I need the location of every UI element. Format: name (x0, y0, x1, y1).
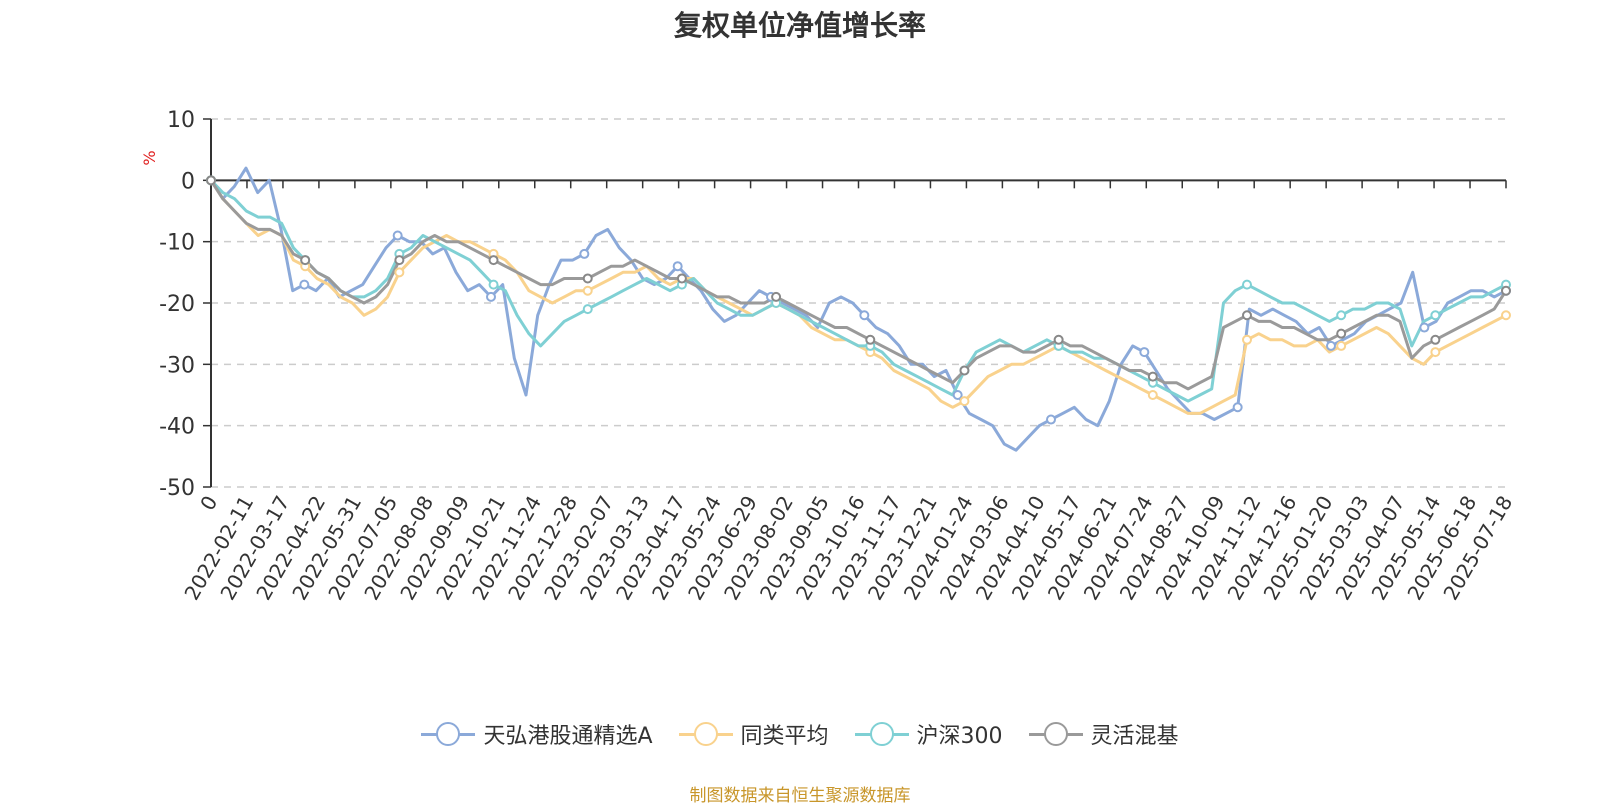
legend-circle (869, 722, 894, 746)
series-marker (394, 255, 405, 266)
legend: 天弘港股通精选A 同类平均 沪深300 灵活混基 (0, 718, 1600, 750)
series-marker (206, 175, 216, 186)
series-marker (1430, 334, 1441, 345)
legend-label: 沪深300 (916, 724, 1003, 749)
series-marker (486, 291, 496, 302)
series-line (209, 179, 1508, 391)
series-marker (959, 365, 970, 376)
gridlines (211, 118, 1506, 488)
series-marker (1139, 347, 1150, 358)
series-marker (582, 273, 593, 284)
legend-marker (678, 722, 733, 746)
series-marker (1430, 347, 1441, 358)
series-marker (771, 291, 782, 302)
series-marker (394, 267, 405, 278)
series-marker (1242, 310, 1252, 321)
series-marker (952, 390, 963, 400)
source-note: 制图数据来自恒生聚源数据库 (689, 786, 911, 806)
y-tick-label: -20 (159, 292, 195, 317)
series-marker (392, 230, 403, 241)
legend-circle (693, 722, 718, 746)
series-marker (1336, 340, 1347, 351)
legend-label: 同类平均 (740, 724, 829, 749)
y-tick-label: -30 (159, 353, 195, 378)
legend-marker (421, 722, 476, 746)
series-marker (1147, 390, 1158, 400)
series-marker (299, 279, 310, 290)
series-marker (300, 255, 311, 266)
x-tick-label: 0 (195, 492, 222, 515)
series-marker (582, 304, 593, 315)
series-marker (582, 285, 593, 296)
legend-item[interactable]: 灵活混基 (1028, 718, 1179, 750)
legend-item[interactable]: 沪深300 (854, 718, 1003, 750)
y-tick-label: -50 (159, 476, 195, 501)
y-tick-label: -40 (159, 415, 195, 440)
series-marker (1336, 328, 1347, 339)
series-marker (1501, 310, 1511, 321)
series-marker (1242, 334, 1252, 345)
y-tick-label: -10 (159, 231, 195, 256)
series-marker (672, 261, 683, 272)
series-marker (1232, 402, 1243, 413)
series-marker (1046, 414, 1056, 425)
series-line (209, 166, 1507, 452)
y-axis-unit: % (140, 150, 159, 165)
series-marker (1430, 310, 1441, 321)
legend-label: 天弘港股通精选A (483, 724, 653, 749)
series-marker (1242, 279, 1252, 290)
series-marker (579, 248, 590, 259)
legend-circle (436, 722, 461, 746)
chart-title: 复权单位净值增长率 (673, 9, 926, 42)
series-lines (209, 166, 1508, 452)
series-marker (1336, 310, 1347, 321)
series-marker (488, 279, 499, 290)
series-marker (859, 310, 870, 321)
y-tick-label: 0 (181, 169, 195, 194)
series-marker (1147, 371, 1158, 382)
series-marker (1419, 322, 1430, 333)
series-marker (676, 273, 687, 284)
legend-item[interactable]: 同类平均 (678, 718, 829, 750)
legend-marker (854, 722, 909, 746)
series-line (209, 179, 1507, 403)
legend-item[interactable]: 天弘港股通精选A (421, 718, 653, 750)
series-marker (488, 255, 499, 266)
tick-labels: 100-10-20-30-40-50%02022-02-112022-03-17… (140, 108, 1517, 604)
series-marker (865, 334, 876, 345)
series-marker (1501, 285, 1511, 296)
series-markers (206, 175, 1511, 425)
series-marker (959, 396, 970, 407)
legend-circle (1043, 722, 1068, 746)
series-marker (1053, 334, 1064, 345)
y-tick-label: 10 (167, 108, 195, 133)
legend-marker (1028, 722, 1083, 746)
legend-label: 灵活混基 (1090, 724, 1179, 749)
series-line (209, 179, 1507, 415)
series-marker (1326, 340, 1336, 351)
